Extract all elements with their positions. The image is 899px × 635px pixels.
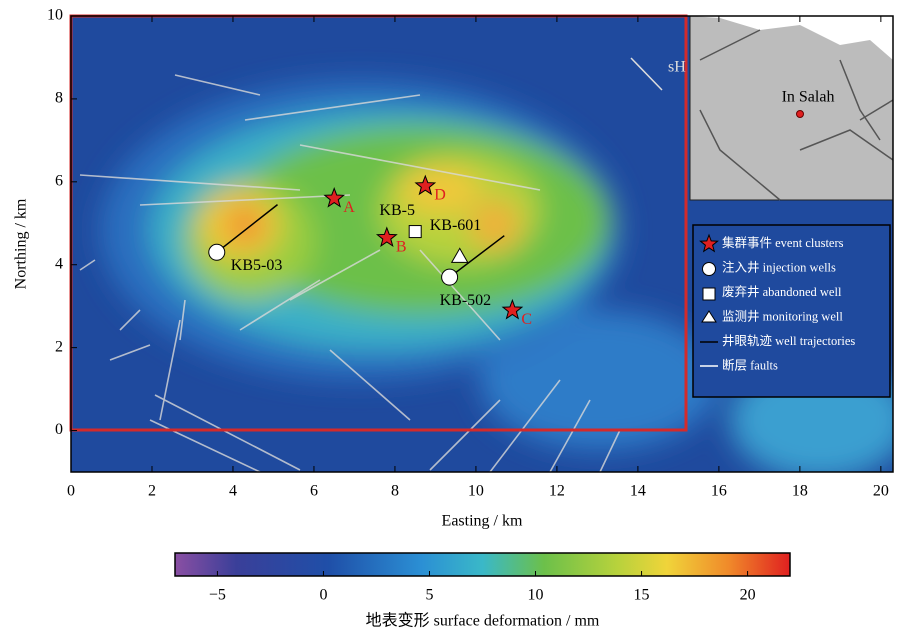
well-label: KB5-03 — [231, 257, 283, 274]
well-label: KB-502 — [440, 292, 492, 309]
stress-arrow — [630, 57, 663, 91]
event-cluster — [414, 174, 437, 196]
colorbar-tick-label: 20 — [740, 587, 756, 604]
colorbar-tick-label: 0 — [319, 587, 327, 604]
x-tick-label: 16 — [711, 483, 727, 500]
event-label: A — [343, 199, 355, 216]
legend: 集群事件 event clusters 注入井 injection wells 废弃… — [692, 224, 891, 398]
injection-well — [208, 243, 226, 261]
inset-map: In Salah — [689, 15, 894, 201]
injection-well — [441, 268, 459, 286]
x-tick-label: 0 — [67, 483, 75, 500]
colorbar-label: 地表变形 surface deformation / mm — [366, 612, 600, 630]
colorbar-tick-label: 10 — [528, 587, 544, 604]
legend-label: 集群事件 event clusters — [722, 235, 844, 250]
x-tick-label: 20 — [873, 483, 889, 500]
event-cluster — [323, 186, 346, 208]
legend-label: 废弃井 abandoned well — [722, 284, 842, 299]
well-label: KB-5 — [379, 202, 415, 219]
faults — [79, 74, 621, 472]
legend-label: 注入井 injection wells — [722, 259, 836, 274]
x-tick-label: 6 — [310, 483, 318, 500]
event-label: B — [396, 238, 407, 255]
colorbar-tick-label: −5 — [209, 587, 226, 604]
y-tick-label: 4 — [55, 255, 63, 272]
y-axis-label: Northing / km — [13, 198, 30, 289]
y-tick-label: 8 — [55, 90, 63, 107]
x-tick-label: 8 — [391, 483, 399, 500]
event-label: C — [521, 311, 532, 328]
event-cluster — [375, 226, 398, 248]
colorbar — [174, 552, 791, 577]
colorbar-tick-label: 5 — [425, 587, 433, 604]
plot-frame — [70, 15, 894, 473]
legend-label: 断层 faults — [722, 357, 778, 372]
event-label: D — [434, 187, 446, 204]
x-axis-label: Easting / km — [442, 513, 523, 530]
x-tick-label: 10 — [468, 483, 484, 500]
y-tick-label: 6 — [55, 172, 63, 189]
stress-label: sH — [668, 59, 686, 76]
inset-label: In Salah — [782, 89, 835, 106]
monitoring-well — [450, 247, 469, 263]
well-trajectory — [449, 235, 505, 278]
well-label: KB-601 — [430, 217, 482, 234]
well-trajectory — [216, 204, 278, 253]
event-cluster — [501, 298, 524, 320]
x-tick-label: 18 — [792, 483, 808, 500]
x-tick-label: 2 — [148, 483, 156, 500]
x-tick-label: 14 — [630, 483, 646, 500]
legend-label: 井眼轨迹 well trajectories — [722, 334, 855, 348]
y-tick-label: 2 — [55, 338, 63, 355]
colorbar-tick-label: 15 — [634, 587, 650, 604]
y-tick-label: 10 — [47, 7, 63, 24]
x-tick-label: 12 — [549, 483, 565, 500]
y-tick-label: 0 — [55, 421, 63, 438]
abandoned-well — [408, 225, 422, 239]
x-tick-label: 4 — [229, 483, 237, 500]
legend-label: 监测井 monitoring well — [722, 309, 843, 323]
